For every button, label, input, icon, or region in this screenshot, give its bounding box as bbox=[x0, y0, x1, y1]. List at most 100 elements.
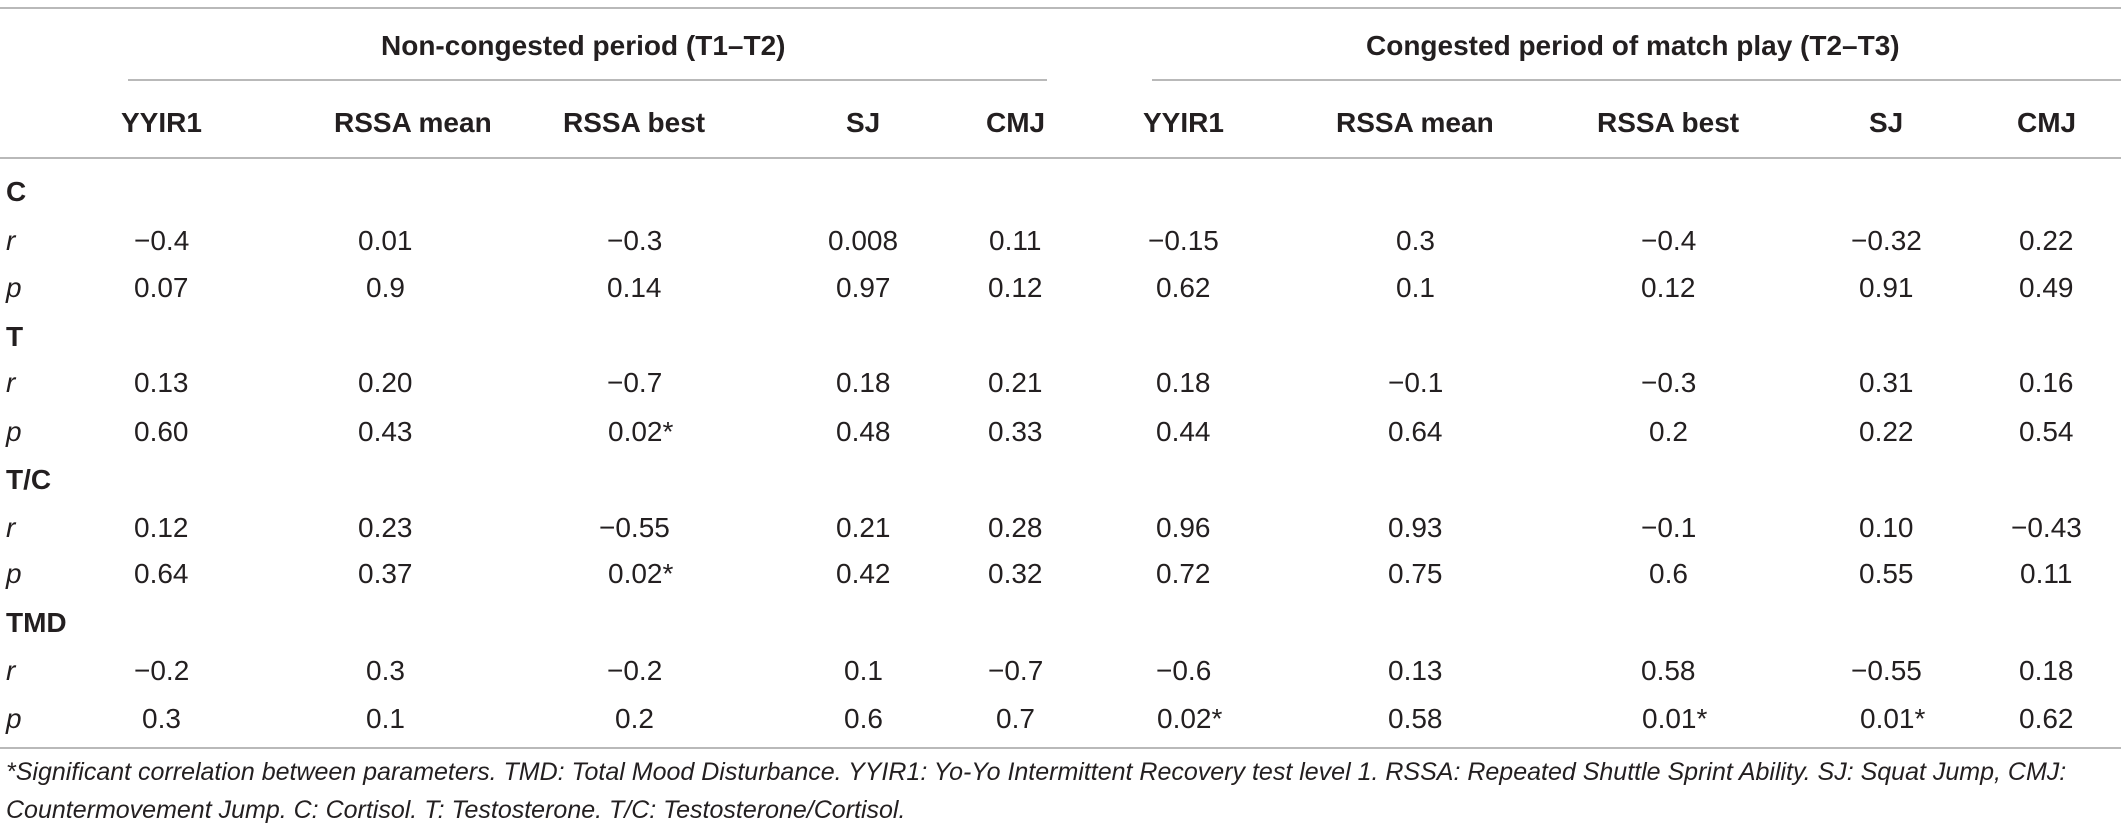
stat-label: p bbox=[6, 416, 22, 447]
column-header: RSSA mean bbox=[334, 107, 492, 138]
table-cell: 0.43 bbox=[358, 416, 413, 447]
table-cell: 0.1 bbox=[1396, 272, 1435, 303]
column-header: RSSA best bbox=[563, 107, 706, 138]
section-label: T bbox=[6, 321, 24, 352]
table-cell: 0.64 bbox=[134, 558, 189, 589]
table-cell: 0.3 bbox=[142, 703, 181, 734]
table-cell: 0.48 bbox=[836, 416, 891, 447]
table-cell: 0.11 bbox=[989, 225, 1042, 256]
table-cell: 0.91 bbox=[1859, 272, 1914, 303]
table-cell: 0.16 bbox=[2019, 367, 2074, 398]
table-cell: 0.18 bbox=[836, 367, 891, 398]
section-label: C bbox=[6, 176, 27, 207]
stat-label: r bbox=[6, 512, 16, 543]
column-header: RSSA mean bbox=[1336, 107, 1494, 138]
table-cell: 0.01 bbox=[358, 225, 413, 256]
table-cell: −0.3 bbox=[1641, 367, 1697, 398]
table-cell: −0.55 bbox=[1851, 655, 1922, 686]
table-cell: 0.58 bbox=[1641, 655, 1696, 686]
column-header: SJ bbox=[1869, 107, 1904, 138]
table-cell: 0.7 bbox=[996, 703, 1035, 734]
table-cell: 0.18 bbox=[1156, 367, 1211, 398]
table-cell: 0.55 bbox=[1859, 558, 1914, 589]
table-cell: −0.55 bbox=[599, 512, 670, 543]
table-cell: 0.22 bbox=[1859, 416, 1914, 447]
table-cell: 0.32 bbox=[988, 558, 1043, 589]
table-cell: 0.9 bbox=[366, 272, 405, 303]
table-cell: 0.97 bbox=[836, 272, 891, 303]
table-cell: 0.12 bbox=[1641, 272, 1696, 303]
stat-label: r bbox=[6, 225, 16, 256]
table-cell: 0.6 bbox=[844, 703, 883, 734]
table-cell: 0.64 bbox=[1388, 416, 1443, 447]
column-header: RSSA best bbox=[1597, 107, 1740, 138]
table-cell: 0.1 bbox=[844, 655, 883, 686]
section-label: T/C bbox=[6, 464, 52, 495]
table-cell: −0.1 bbox=[1641, 512, 1697, 543]
table-cell: 0.13 bbox=[134, 367, 189, 398]
table-cell: −0.15 bbox=[1148, 225, 1219, 256]
table-cell: 0.02* bbox=[608, 416, 674, 447]
table-cell: −0.2 bbox=[134, 655, 190, 686]
table-cell: 0.18 bbox=[2019, 655, 2074, 686]
table-cell: −0.1 bbox=[1388, 367, 1444, 398]
table-cell: 0.44 bbox=[1156, 416, 1211, 447]
table-cell: 0.21 bbox=[836, 512, 891, 543]
table-cell: 0.12 bbox=[134, 512, 189, 543]
table-cell: 0.10 bbox=[1859, 512, 1914, 543]
column-header: YYIR1 bbox=[1143, 107, 1224, 138]
table-cell: 0.42 bbox=[836, 558, 891, 589]
table-cell: 0.49 bbox=[2019, 272, 2074, 303]
table-cell: 0.62 bbox=[1156, 272, 1211, 303]
table-cell: 0.72 bbox=[1156, 558, 1211, 589]
table-cell: 0.28 bbox=[988, 512, 1043, 543]
table-cell: 0.008 bbox=[828, 225, 899, 256]
column-header: SJ bbox=[846, 107, 881, 138]
table-cell: 0.2 bbox=[1649, 416, 1688, 447]
table-cell: −0.7 bbox=[988, 655, 1044, 686]
group-header: Non-congested period (T1–T2) bbox=[381, 30, 786, 61]
table-cell: 0.23 bbox=[358, 512, 413, 543]
section-label: TMD bbox=[6, 607, 67, 638]
table-cell: 0.6 bbox=[1649, 558, 1688, 589]
table-cell: 0.20 bbox=[358, 367, 413, 398]
table-cell: 0.62 bbox=[2019, 703, 2074, 734]
table-cell: 0.31 bbox=[1859, 367, 1914, 398]
table-cell: 0.96 bbox=[1156, 512, 1211, 543]
table-cell: −0.7 bbox=[607, 367, 663, 398]
table-cell: −0.3 bbox=[607, 225, 663, 256]
table-cell: −0.43 bbox=[2011, 512, 2082, 543]
stat-label: r bbox=[6, 367, 16, 398]
table-cell: 0.75 bbox=[1388, 558, 1443, 589]
table-cell: 0.14 bbox=[607, 272, 662, 303]
table-cell: 0.3 bbox=[366, 655, 405, 686]
top-rule bbox=[0, 7, 2121, 9]
column-header: YYIR1 bbox=[121, 107, 202, 138]
table-cell: 0.11 bbox=[2020, 558, 2073, 589]
table-cell: 0.93 bbox=[1388, 512, 1443, 543]
stat-label: p bbox=[6, 272, 22, 303]
table-cell: 0.2 bbox=[615, 703, 654, 734]
table-cell: −0.4 bbox=[1641, 225, 1697, 256]
table-cell: 0.01* bbox=[1860, 703, 1926, 734]
table-cell: 0.1 bbox=[366, 703, 405, 734]
table-cell: 0.07 bbox=[134, 272, 189, 303]
table-cell: 0.3 bbox=[1396, 225, 1435, 256]
stat-label: p bbox=[6, 703, 22, 734]
group-header: Congested period of match play (T2–T3) bbox=[1366, 30, 1900, 61]
column-header: CMJ bbox=[986, 107, 1046, 138]
table-cell: 0.12 bbox=[988, 272, 1043, 303]
stat-label: r bbox=[6, 655, 16, 686]
table-cell: 0.37 bbox=[358, 558, 413, 589]
table-cell: −0.2 bbox=[607, 655, 663, 686]
table-cell: 0.54 bbox=[2019, 416, 2074, 447]
column-header: CMJ bbox=[2017, 107, 2077, 138]
table-cell: 0.58 bbox=[1388, 703, 1443, 734]
table-cell: 0.33 bbox=[988, 416, 1043, 447]
bottom-rule bbox=[0, 747, 2121, 749]
header-rule bbox=[0, 157, 2121, 159]
group-rule-left bbox=[128, 79, 1047, 81]
table-cell: 0.02* bbox=[608, 558, 674, 589]
group-rule-right bbox=[1152, 79, 2121, 81]
